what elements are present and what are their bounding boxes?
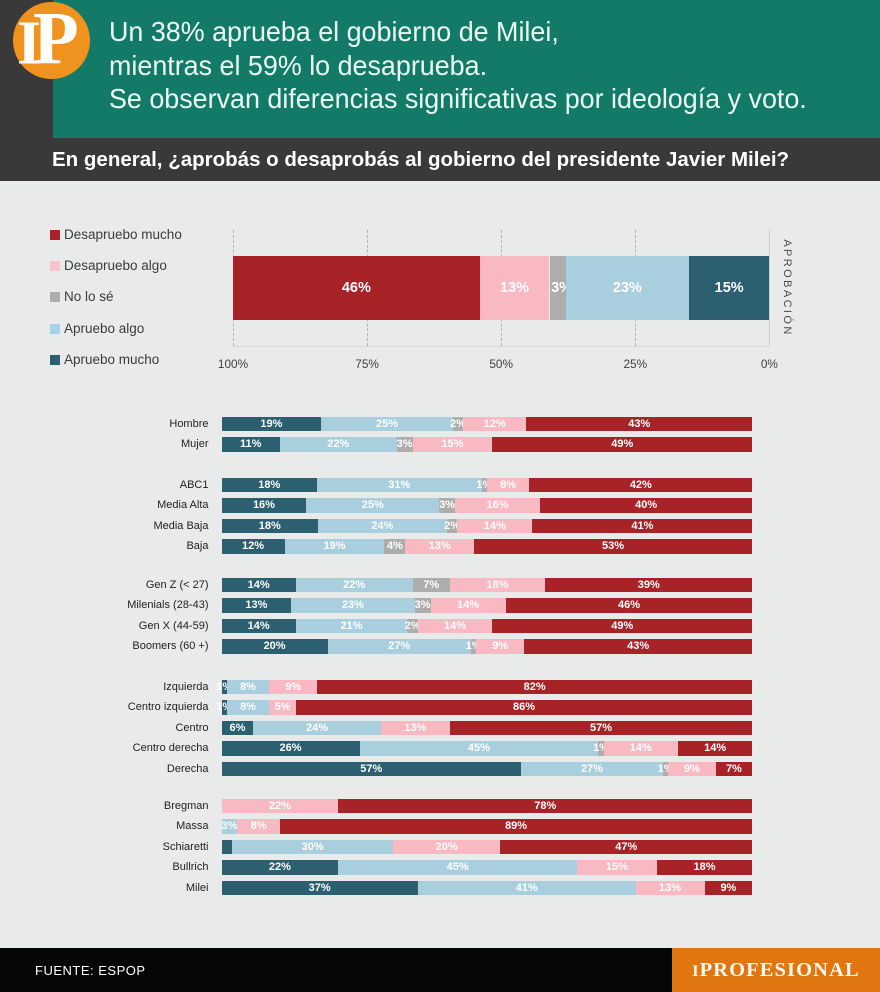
svg-text:I: I: [17, 10, 41, 78]
svg-text:P: P: [33, 0, 79, 81]
